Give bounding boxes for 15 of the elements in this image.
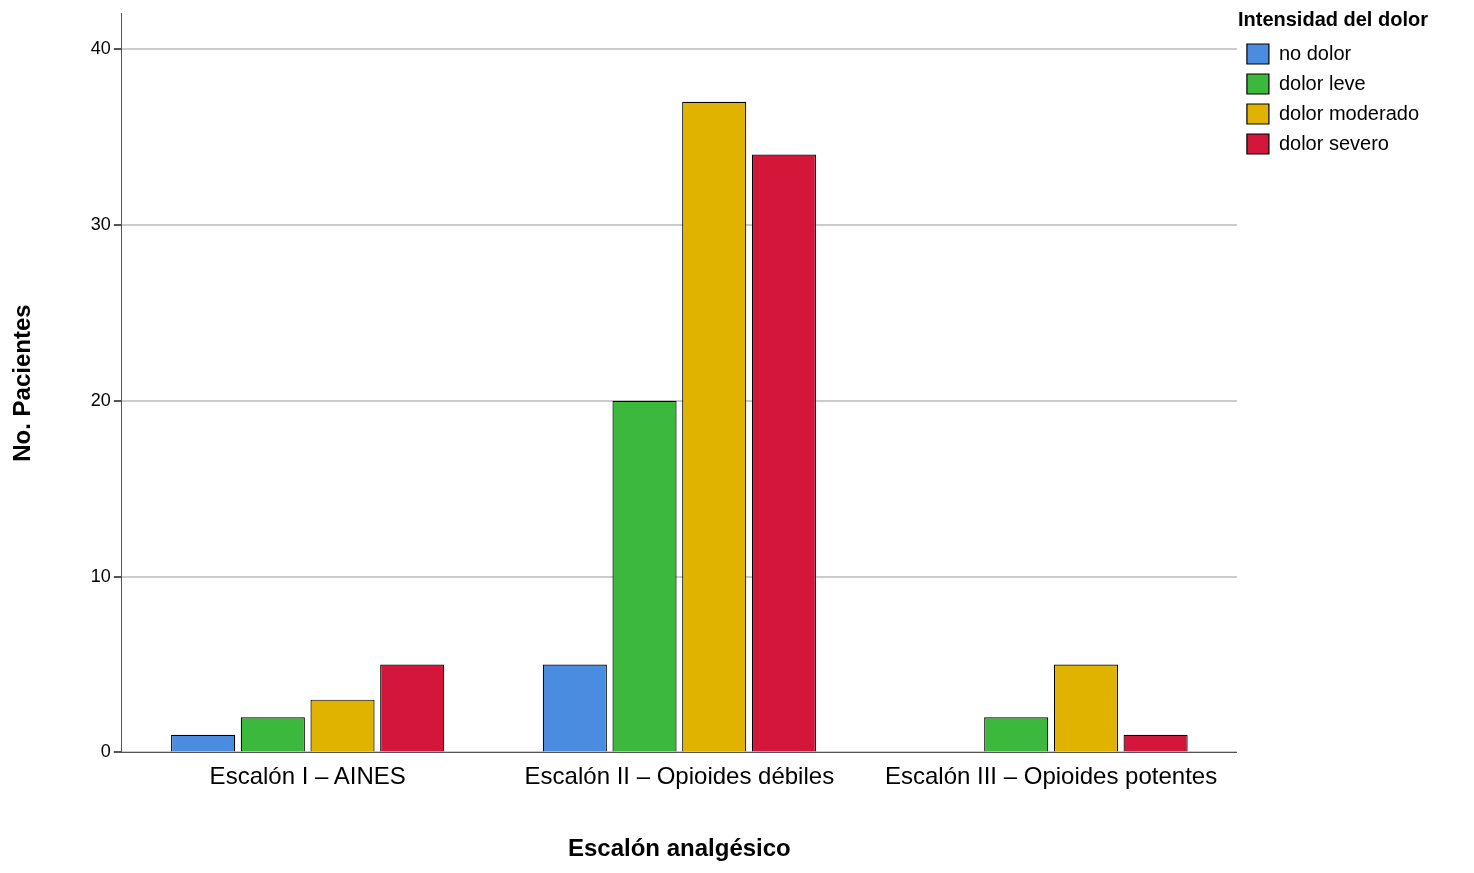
legend-label: dolor severo — [1278, 131, 1389, 154]
y-axis-title: No. Pacientes — [8, 304, 36, 462]
y-tick-label: 20 — [90, 389, 111, 410]
x-tick-label: Escalón III – Opioides potentes — [884, 762, 1218, 790]
y-tick-label: 40 — [90, 37, 111, 58]
y-tick-label: 0 — [100, 741, 111, 762]
x-axis-title: Escalón analgésico — [567, 834, 791, 862]
x-tick-label: Escalón II – Opioides débiles — [524, 762, 835, 790]
y-tick-label: 30 — [90, 213, 111, 234]
y-tick-label: 10 — [90, 565, 111, 586]
legend-label: no dolor — [1278, 41, 1352, 64]
legend-label: dolor moderado — [1278, 101, 1420, 124]
x-tick-label: Escalón I – AINES — [209, 762, 406, 790]
legend-title: Intensidad del dolor — [1237, 7, 1429, 30]
legend-label: dolor leve — [1278, 71, 1366, 94]
